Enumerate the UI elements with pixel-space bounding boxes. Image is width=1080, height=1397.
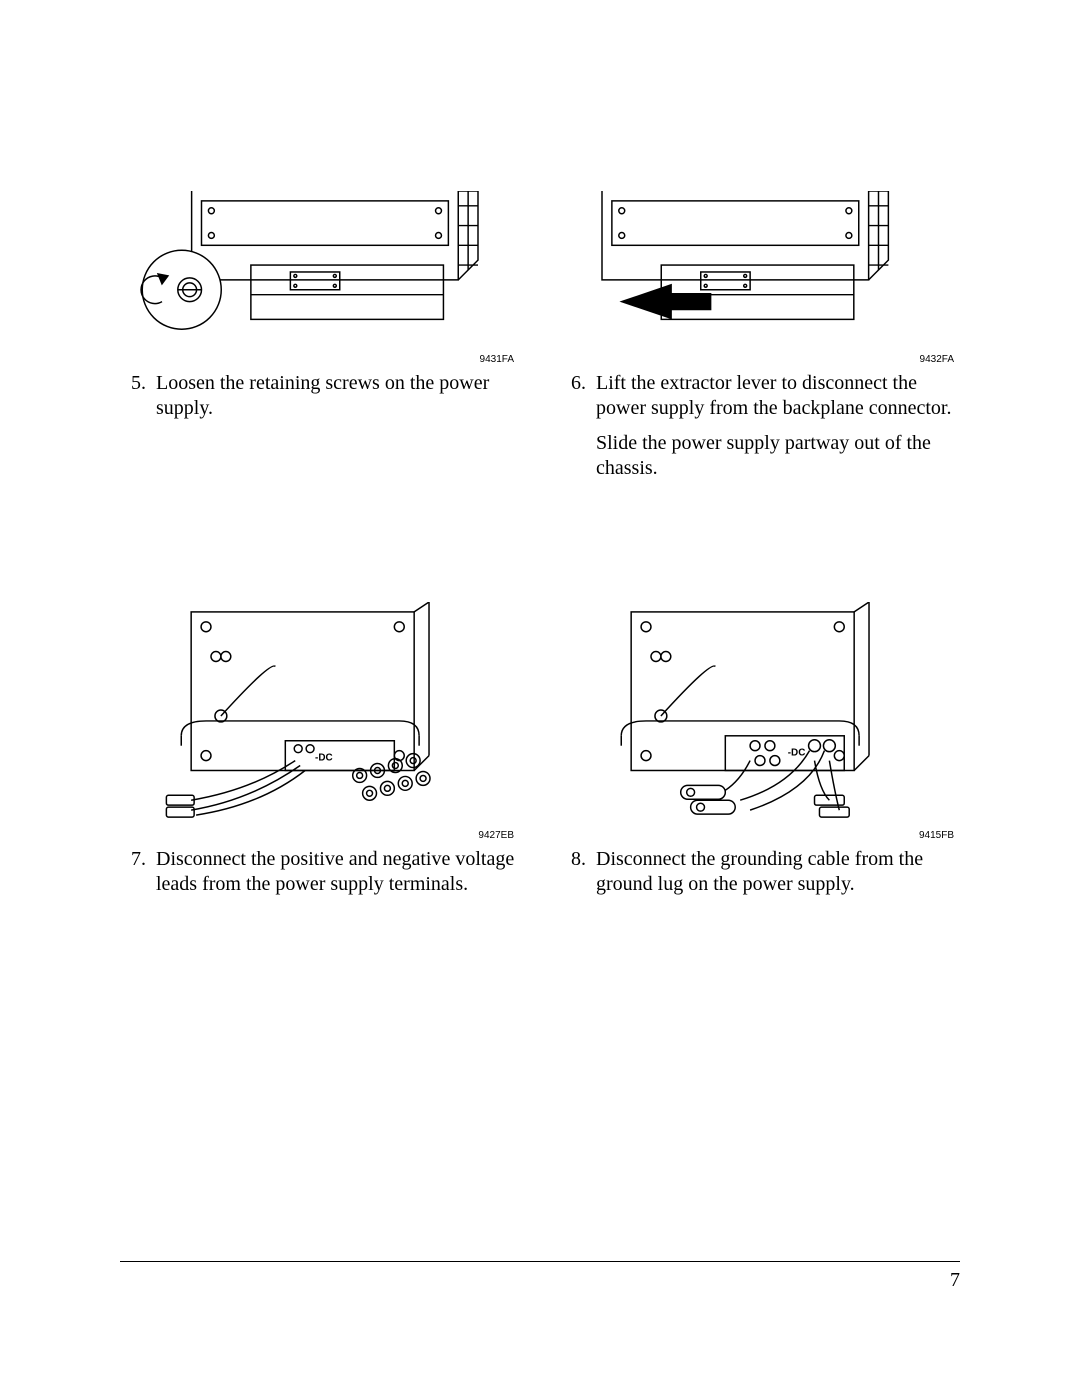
- step-row-2: -DC: [120, 601, 960, 897]
- step-paragraph: Lift the extractor lever to disconnect t…: [596, 371, 960, 421]
- step-text: Loosen the retaining screws on the power…: [156, 371, 520, 421]
- step-text: Lift the extractor lever to disconnect t…: [596, 371, 960, 481]
- figure-id-label: 9415FB: [560, 830, 960, 841]
- figure-id-label: 9427EB: [120, 830, 520, 841]
- figure-9431fa: [120, 190, 520, 350]
- step-5-column: 9431FA 5. Loosen the retaining screws on…: [120, 190, 520, 481]
- figure-id-label: 9432FA: [560, 354, 960, 365]
- figure-id-label: 9431FA: [120, 354, 520, 365]
- step-text: Disconnect the grounding cable from the …: [596, 847, 960, 897]
- footer-rule: [120, 1261, 960, 1262]
- step-text: Disconnect the positive and negative vol…: [156, 847, 520, 897]
- step-paragraph: Loosen the retaining screws on the power…: [156, 371, 520, 421]
- step-8-column: -DC: [560, 601, 960, 897]
- step-number: 8.: [560, 847, 586, 897]
- step-8: 8. Disconnect the grounding cable from t…: [560, 847, 960, 897]
- svg-text:-DC: -DC: [788, 748, 806, 759]
- step-7-column: -DC: [120, 601, 520, 897]
- step-paragraph: Disconnect the positive and negative vol…: [156, 847, 520, 897]
- psu-ground-diagram: -DC: [561, 602, 959, 825]
- chassis-extractor-diagram: [561, 191, 959, 349]
- step-5: 5. Loosen the retaining screws on the po…: [120, 371, 520, 421]
- step-number: 6.: [560, 371, 586, 481]
- step-paragraph: Disconnect the grounding cable from the …: [596, 847, 960, 897]
- figure-9432fa: [560, 190, 960, 350]
- psu-terminals-diagram: -DC: [121, 602, 519, 825]
- step-row-1: 9431FA 5. Loosen the retaining screws on…: [120, 190, 960, 481]
- page-number: 7: [950, 1269, 960, 1292]
- step-6: 6. Lift the extractor lever to disconnec…: [560, 371, 960, 481]
- step-number: 7.: [120, 847, 146, 897]
- chassis-screw-diagram: [121, 191, 519, 349]
- step-6-column: 9432FA 6. Lift the extractor lever to di…: [560, 190, 960, 481]
- figure-9415fb: -DC: [560, 601, 960, 826]
- step-7: 7. Disconnect the positive and negative …: [120, 847, 520, 897]
- step-number: 5.: [120, 371, 146, 421]
- svg-text:-DC: -DC: [315, 753, 333, 764]
- figure-9427eb: -DC: [120, 601, 520, 826]
- document-page: 9431FA 5. Loosen the retaining screws on…: [0, 0, 1080, 897]
- step-paragraph: Slide the power supply partway out of th…: [596, 431, 960, 481]
